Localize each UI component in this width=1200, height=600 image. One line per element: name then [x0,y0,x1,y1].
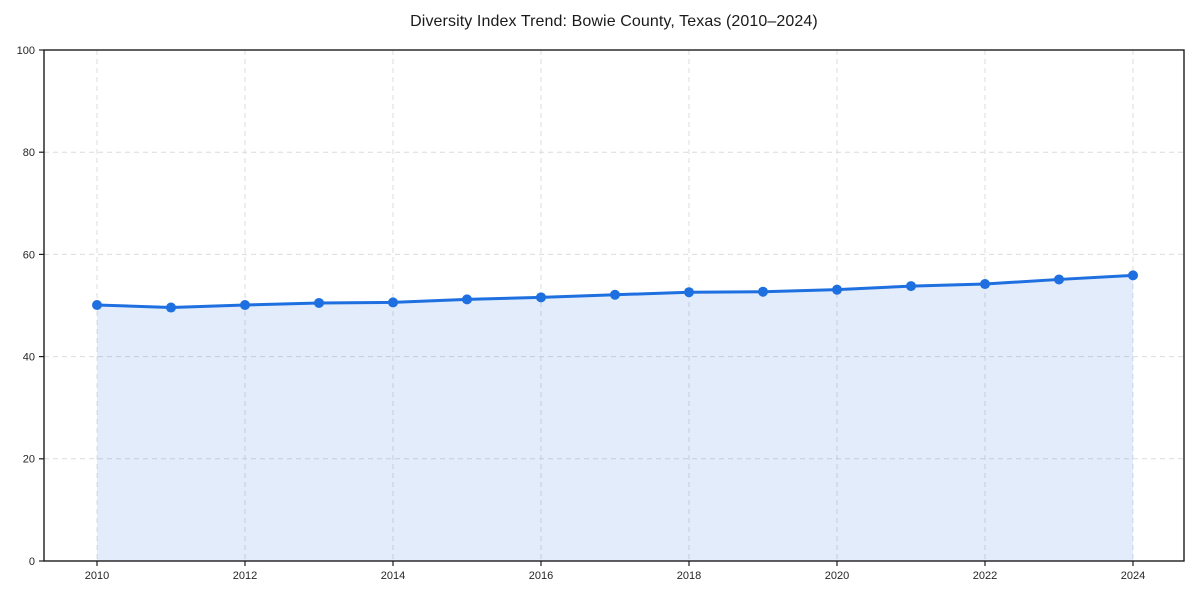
x-tick-label: 2018 [677,570,701,582]
series-area-fill [97,275,1133,561]
data-point-marker [980,279,990,290]
x-tick-label: 2016 [529,570,553,582]
data-point-marker [536,292,546,303]
data-point-marker [906,281,916,292]
x-tick-label: 2014 [381,570,405,582]
data-point-marker [1128,270,1138,281]
y-tick-label: 0 [29,556,35,568]
data-point-marker [388,297,398,308]
x-tick-label: 2012 [233,570,257,582]
chart-title: Diversity Index Trend: Bowie County, Tex… [410,13,818,30]
x-tick-label: 2022 [973,570,997,582]
data-point-marker [462,294,472,305]
x-tick-label: 2020 [825,570,849,582]
y-tick-label: 60 [23,249,35,261]
data-point-marker [240,299,250,310]
x-tick-label: 2024 [1121,570,1145,582]
data-point-marker [92,299,102,310]
y-tick-label: 40 [23,351,35,363]
data-point-marker [758,286,768,297]
data-point-marker [166,302,176,313]
plot-border [43,49,1185,562]
data-point-marker [832,284,842,295]
x-tick-label: 2010 [85,570,109,582]
data-point-marker [1054,274,1064,285]
y-tick-label: 100 [17,45,35,57]
data-point-marker [314,297,324,308]
data-point-marker [684,287,694,298]
y-tick-label: 20 [23,454,35,466]
y-tick-label: 80 [23,147,35,159]
data-point-marker [610,289,620,300]
